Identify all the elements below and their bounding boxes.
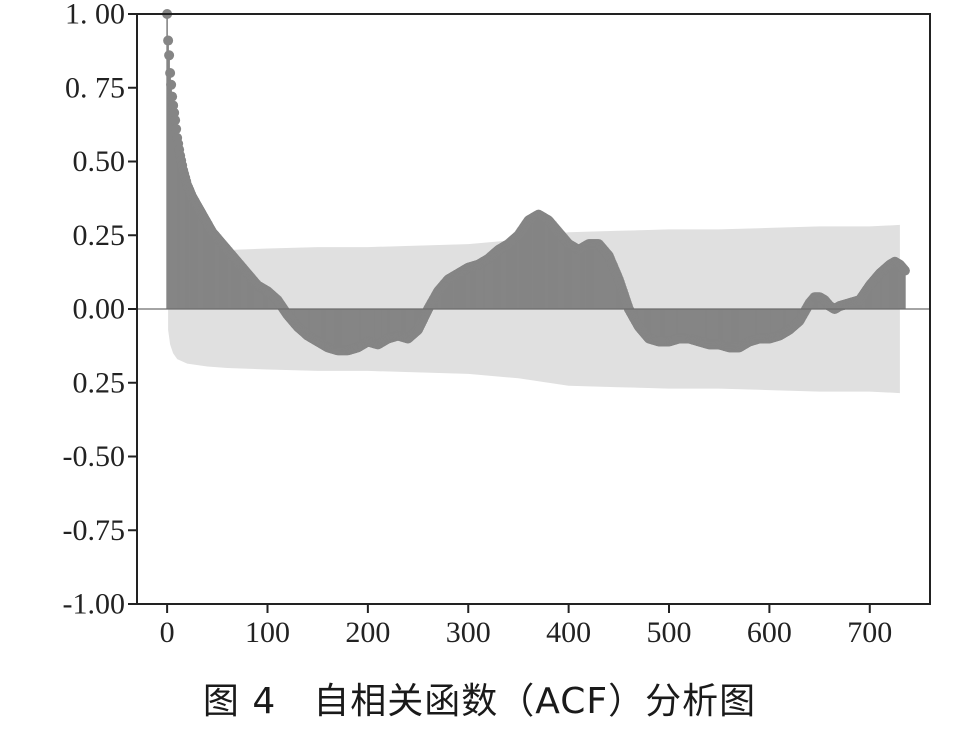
acf-marker — [166, 79, 177, 90]
acf-marker — [164, 50, 175, 61]
y-axis-ticks: 1. 00 0. 75 0.50 0.25 0.00 0.25 -0.50 -0.75 -1.0… — [63, 0, 137, 621]
acf-marker — [171, 124, 182, 135]
acf-marker — [169, 107, 180, 118]
acf-marker — [170, 115, 181, 126]
y-tick-label: 0.50 — [73, 145, 126, 178]
acf-marker — [167, 91, 178, 102]
x-tick-label: 100 — [245, 616, 290, 649]
x-tick-label: 0 — [160, 616, 175, 649]
acf-chart: 1. 00 0. 75 0.50 0.25 0.00 0.25 -0.50 -0.75 -1.0… — [63, 0, 931, 649]
x-tick-label: 700 — [847, 616, 892, 649]
y-tick-label: 1. 00 — [65, 0, 125, 31]
x-tick-label: 600 — [747, 616, 792, 649]
y-tick-label: -1.00 — [63, 588, 126, 621]
x-tick-label: 200 — [345, 616, 390, 649]
acf-marker — [899, 265, 910, 276]
acf-marker — [165, 68, 176, 78]
y-tick-label: -0.50 — [63, 440, 126, 473]
x-tick-label: 300 — [446, 616, 491, 649]
y-tick-label: 0.25 — [73, 219, 126, 252]
y-tick-label: 0.25 — [73, 366, 126, 399]
acf-marker — [168, 100, 179, 111]
y-tick-label: 0.00 — [73, 293, 126, 326]
x-axis-ticks: 0 100 200 300 400 500 600 700 — [160, 604, 892, 649]
x-tick-label: 400 — [546, 616, 591, 649]
acf-markers-layer — [162, 9, 910, 356]
y-tick-label: -0.75 — [63, 514, 126, 547]
y-tick-label: 0. 75 — [65, 71, 125, 104]
x-tick-label: 500 — [647, 616, 692, 649]
acf-marker — [163, 35, 174, 46]
figure-caption: 图 4 自相关函数（ACF）分析图 — [202, 681, 757, 722]
